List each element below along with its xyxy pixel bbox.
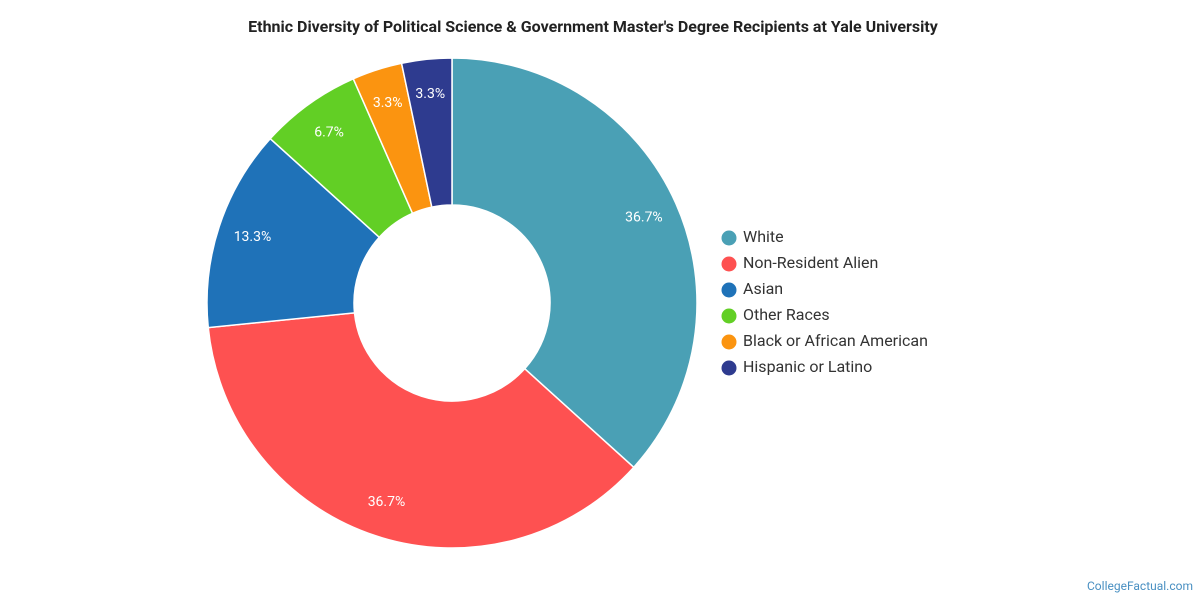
legend-label: Non-Resident Alien [743, 253, 878, 272]
legend-swatch [721, 360, 737, 376]
data-label: 36.7% [368, 494, 406, 510]
legend-swatch [721, 308, 737, 324]
data-label: 6.7% [314, 124, 344, 140]
chart-title: Ethnic Diversity of Political Science & … [248, 17, 939, 36]
slice [207, 312, 635, 549]
legend-label: Black or African American [743, 331, 928, 350]
data-label: 36.7% [625, 209, 663, 225]
slice [400, 57, 453, 208]
legend-swatch [721, 334, 737, 350]
legend-label: White [743, 227, 784, 246]
slice [206, 137, 381, 329]
data-label: 13.3% [234, 229, 272, 245]
legend-label: Asian [743, 279, 783, 298]
legend-swatch [721, 256, 737, 272]
data-label: 3.3% [373, 95, 403, 111]
source-link[interactable]: CollegeFactual.com [1087, 579, 1193, 593]
data-label: 3.3% [415, 86, 445, 102]
legend-label: Hispanic or Latino [743, 357, 872, 376]
legend-label: Other Races [743, 305, 830, 324]
legend-swatch [721, 230, 737, 246]
legend-swatch [721, 282, 737, 298]
slice [451, 57, 698, 469]
